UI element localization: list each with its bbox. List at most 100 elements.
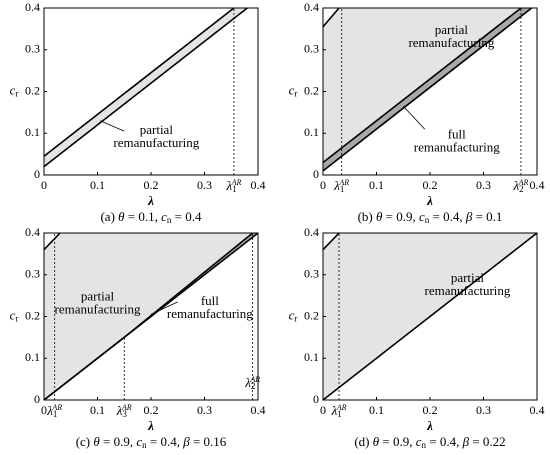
text-part: = 0.4, — [429, 209, 466, 224]
text-part: n — [167, 215, 172, 225]
x-axis-label: λ — [147, 193, 154, 208]
text-part: c — [161, 209, 167, 224]
text-part: 1 — [340, 184, 345, 194]
annotation-leader — [402, 105, 425, 130]
text-part: θ — [93, 434, 100, 449]
x-axis-label: λ — [426, 418, 433, 433]
text-part: θ — [373, 434, 380, 449]
y-axis-label: cr — [289, 307, 298, 323]
text-part: 1 — [232, 184, 237, 194]
text-part: AR — [518, 178, 529, 187]
text-part: n — [142, 440, 147, 450]
annotation: partial — [451, 270, 485, 285]
text-part: c — [289, 82, 295, 97]
annotation: full — [201, 293, 219, 308]
text-part: n — [422, 440, 427, 450]
text-part: λ — [244, 375, 251, 390]
text-part: AR — [338, 178, 349, 187]
annotation: remanufacturing — [55, 302, 141, 317]
text-part: (a) — [100, 209, 118, 224]
text-part: n — [425, 215, 430, 225]
text-part: λ — [331, 403, 338, 418]
y-tick-label: 0.2 — [304, 83, 319, 97]
y-tick-label: 0.1 — [25, 350, 40, 364]
marker-label: λ2AR — [244, 375, 260, 391]
x-tick-label: 0 — [41, 178, 47, 192]
caption: (d) θ = 0.9, cn = 0.4, β = 0.22 — [354, 434, 505, 450]
text-part: c — [419, 209, 425, 224]
text-part: r — [15, 313, 18, 323]
annotation-leader — [150, 301, 178, 315]
x-tick-label: 0.4 — [251, 178, 266, 192]
annotation: remanufacturing — [408, 35, 494, 50]
text-part: = 0.9, — [379, 434, 416, 449]
annotation: remanufacturing — [167, 306, 253, 321]
text-part: λ — [512, 178, 519, 193]
text-part: 2 — [519, 184, 524, 194]
y-tick-label: 0 — [313, 392, 319, 406]
x-tick-label: 0.1 — [369, 403, 384, 417]
text-part: λ — [225, 178, 232, 193]
y-axis-label: cr — [289, 82, 298, 98]
text-part: 1 — [337, 409, 342, 419]
line — [322, 7, 533, 172]
text-part: AR — [121, 403, 132, 412]
text-part: AR — [336, 403, 347, 412]
y-tick-label: 0.4 — [25, 0, 40, 14]
marker-label: λ2AR — [512, 178, 528, 194]
y-tick-label: 0.2 — [25, 83, 40, 97]
y-tick-label: 0.4 — [25, 225, 40, 239]
annotation: remanufacturing — [113, 135, 199, 150]
annotation: partial — [81, 289, 115, 304]
y-axis-label: cr — [10, 307, 19, 323]
x-tick-label: 0.1 — [90, 403, 105, 417]
text-part: = 0.4, — [147, 434, 184, 449]
x-tick-label: 0 — [320, 403, 326, 417]
text-part: = 0.1 — [472, 209, 502, 224]
line — [43, 232, 61, 251]
marker-label: λ1AR — [331, 403, 347, 419]
y-axis-label: cr — [10, 82, 19, 98]
line — [322, 7, 522, 164]
text-part: 2 — [251, 381, 256, 391]
text-part: AR — [249, 375, 260, 384]
x-axis-label: λ — [147, 418, 154, 433]
marker-label: λ1AR — [333, 178, 349, 194]
y-tick-label: 0.3 — [304, 42, 319, 56]
y-tick-label: 0.1 — [304, 350, 319, 364]
line — [43, 232, 254, 401]
text-part: = 0.16 — [190, 434, 227, 449]
line — [322, 232, 340, 251]
text-part: r — [294, 313, 297, 323]
x-tick-label: 0.3 — [476, 403, 491, 417]
y-tick-label: 0.4 — [304, 0, 319, 14]
text-part: θ — [118, 209, 125, 224]
text-part: θ — [376, 209, 383, 224]
text-part: = 0.22 — [469, 434, 506, 449]
text-part: c — [136, 434, 142, 449]
marker-label: λ3AR — [116, 403, 132, 419]
text-part: λ — [333, 178, 340, 193]
x-tick-label: 0 — [320, 178, 326, 192]
text-part: r — [294, 88, 297, 98]
text-part: β — [465, 209, 473, 224]
y-tick-label: 0 — [34, 392, 40, 406]
text-part: AR — [231, 178, 242, 187]
annotation: partial — [140, 122, 174, 137]
x-tick-label: 0.2 — [144, 178, 159, 192]
x-tick-label: 0.3 — [476, 178, 491, 192]
text-part: c — [10, 307, 16, 322]
x-tick-label: 0.1 — [90, 178, 105, 192]
x-tick-label: 0.2 — [423, 403, 438, 417]
text-part: λ — [116, 403, 123, 418]
y-tick-label: 0 — [34, 167, 40, 181]
text-part: = 0.4, — [426, 434, 463, 449]
text-part: = 0.1, — [125, 209, 162, 224]
annotation: remanufacturing — [424, 283, 510, 298]
annotation: full — [448, 126, 466, 141]
x-tick-label: 0 — [41, 403, 47, 417]
line — [43, 7, 248, 168]
text-part: c — [289, 307, 295, 322]
x-tick-label: 0.4 — [530, 403, 545, 417]
text-part: (c) — [76, 434, 94, 449]
